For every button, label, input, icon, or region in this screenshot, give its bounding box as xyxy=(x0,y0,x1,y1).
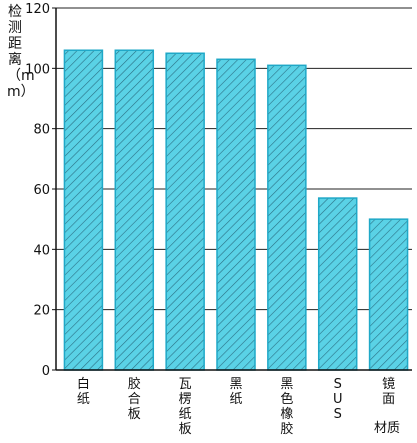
bar-3 xyxy=(166,53,204,370)
y-tick-label-120: 120 xyxy=(25,2,50,17)
x-tick-label-2: 胶合板 xyxy=(128,376,141,422)
y-axis-label: 检测距离（mm） xyxy=(6,4,24,100)
x-tick-label-1: 白纸 xyxy=(77,376,90,407)
bars-layer xyxy=(64,50,407,370)
x-axis-label: 材质 xyxy=(374,421,400,436)
bar-5 xyxy=(268,65,306,370)
y-tick-label-40: 40 xyxy=(33,243,50,258)
x-tick-labels: 白纸 胶合板 瓦楞纸板 黑纸 黑色橡胶 S U S 镜面 xyxy=(77,376,395,437)
x-tick-label-5: 黑色橡胶 xyxy=(280,377,293,437)
x-tick-label-7: 镜面 xyxy=(382,377,395,407)
y-tick-label-20: 20 xyxy=(33,304,50,319)
bar-1 xyxy=(64,50,102,370)
x-tick-label-4: 黑纸 xyxy=(229,377,242,407)
y-axis-label-text: 检测距离（mm） xyxy=(7,4,23,100)
y-tick-label-60: 60 xyxy=(33,183,50,198)
bar-2 xyxy=(115,50,153,370)
x-tick-label-3: 瓦楞纸板 xyxy=(179,377,192,437)
bar-4 xyxy=(217,59,255,370)
y-tick-label-0: 0 xyxy=(42,364,50,379)
bar-6 xyxy=(319,198,357,370)
bar-7 xyxy=(370,219,408,370)
y-tick-label-80: 80 xyxy=(33,123,50,138)
